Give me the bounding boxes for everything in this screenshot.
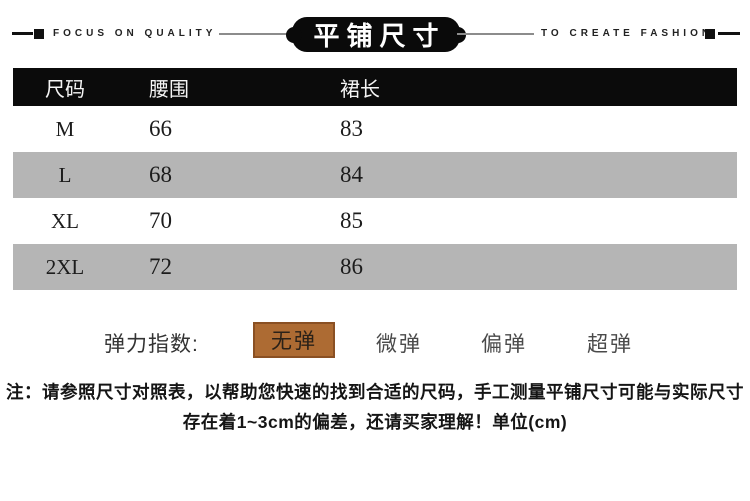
elasticity-label: 弹力指数: [104,333,199,356]
header-size: 尺码 [45,78,85,101]
table-row: XL 70 85 [13,198,737,244]
header-length: 裙长 [340,78,380,101]
table-header-row: 尺码 腰围 裙长 [13,68,737,106]
top-banner: FOCUS ON QUALITY 平铺尺寸 TO CREATE FASHION [0,0,750,60]
waist-value: 68 [149,162,172,187]
banner-left-slogan: FOCUS ON QUALITY [53,28,217,39]
banner-left-square-icon [34,29,44,39]
size-value: 2XL [45,254,85,279]
size-chart-table: 尺码 腰围 裙长 M 66 83 L 68 84 XL 70 85 2XL 72… [13,68,737,290]
table-row: M 66 83 [13,106,737,152]
banner-right-slogan: TO CREATE FASHION [541,28,714,39]
banner-left-connector-line [219,33,294,35]
elasticity-option: 微弹 [376,333,422,356]
elasticity-option-selected: 无弹 [253,322,335,358]
length-value: 85 [340,208,363,233]
banner-right-line [718,32,740,35]
elasticity-option: 超弹 [587,333,633,356]
waist-value: 66 [149,116,172,141]
length-value: 83 [340,116,363,141]
table-row: 2XL 72 86 [13,244,737,290]
size-value: XL [51,208,79,233]
waist-value: 70 [149,208,172,233]
banner-title: 平铺尺寸 [313,21,446,51]
measurement-note-line2: 存在着1~3cm的偏差，还请买家理解！单位(cm) [182,412,568,432]
elasticity-index-row: 弹力指数: 无弹 微弹 偏弹 超弹 [0,318,750,364]
length-value: 84 [340,162,363,187]
header-waist: 腰围 [149,78,189,101]
banner-left-line [12,32,33,35]
length-value: 86 [340,254,363,279]
banner-right-connector-line [457,33,534,35]
elasticity-option: 偏弹 [481,333,527,356]
banner-right-square-icon [705,29,715,39]
waist-value: 72 [149,254,172,279]
size-value: L [58,162,72,187]
table-row: L 68 84 [13,152,737,198]
size-value: M [55,116,75,141]
measurement-note-line1: 注：请参照尺寸对照表，以帮助您快速的找到合适的尺码，手工测量平铺尺寸可能与实际尺… [6,382,744,402]
banner-title-badge: 平铺尺寸 [286,17,466,52]
